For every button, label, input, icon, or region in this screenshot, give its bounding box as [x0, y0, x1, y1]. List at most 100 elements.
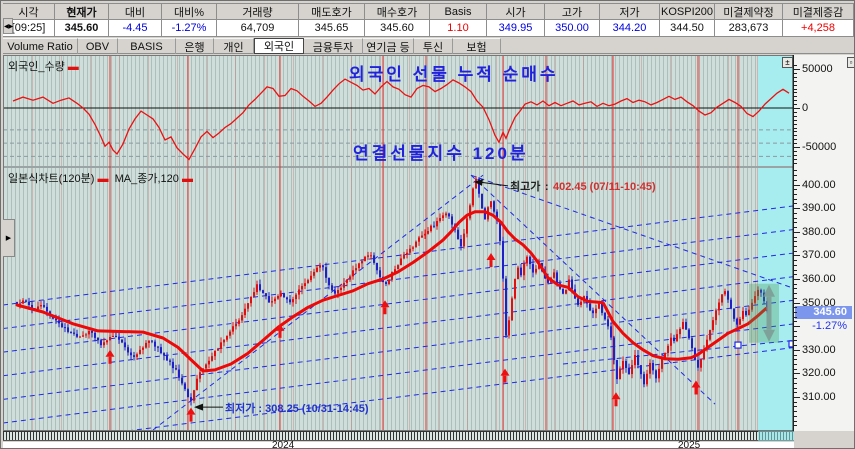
- price-axis[interactable]: 345.60 -1.27% 50000 0 -50000 400.00 390.00 38…: [794, 55, 854, 431]
- quote-header-저가: 저가: [600, 3, 660, 20]
- axis-tick: [794, 154, 797, 156]
- quote-value-시가: 349.95: [487, 20, 545, 37]
- axis-tick: [794, 321, 797, 323]
- tab-연기금 등[interactable]: 연기금 등: [363, 38, 414, 54]
- panel-collapse-handle[interactable]: ▶: [3, 219, 15, 257]
- tab-투신[interactable]: 투신: [414, 38, 453, 54]
- axis-tick: [794, 198, 797, 200]
- quote-header-KOSPI200: KOSPI200: [660, 3, 715, 20]
- axis-tick: [794, 397, 800, 398]
- price-axis-label-370: 370.00: [802, 249, 836, 262]
- ma-legend-label: MA_종가,120: [114, 173, 179, 185]
- axis-tick: [794, 100, 797, 102]
- axis-tick: [794, 283, 797, 285]
- quote-value-시각: [09:25]: [3, 20, 55, 37]
- axis-tick: [794, 111, 797, 113]
- axis-tick: [794, 179, 797, 181]
- axis-tick: [794, 335, 797, 337]
- time-axis-labels: 2024 2025: [3, 440, 794, 449]
- quote-value-매도호가: 345.65: [299, 20, 365, 37]
- quote-value-대비%: -1.27%: [162, 20, 217, 37]
- axis-tick: [794, 69, 800, 70]
- axis-tick: [794, 420, 797, 422]
- axis-tick: [794, 255, 800, 257]
- quote-value-매수호가: 345.60: [365, 20, 430, 37]
- axis-tick: [794, 368, 797, 370]
- axis-tick: [794, 363, 797, 365]
- time-axis-ticks[interactable]: [3, 431, 794, 441]
- axis-tick: [794, 143, 797, 145]
- axis-tick: [794, 135, 797, 137]
- axis-tick: [794, 104, 797, 106]
- axis-tick: [794, 88, 797, 90]
- quote-header-대비%: 대비%: [162, 3, 217, 20]
- axis-tick: [794, 175, 797, 177]
- axis-tick: [794, 250, 797, 252]
- foreign-axis-label--50000: -50000: [802, 141, 837, 153]
- axis-tick: [794, 354, 797, 356]
- axis-tick: [794, 382, 797, 384]
- quote-header-Basis: Basis: [430, 3, 487, 20]
- quote-header-미결제증감: 미결제증감: [783, 3, 854, 20]
- axis-tick: [794, 76, 797, 78]
- future-projection-band: [758, 55, 794, 431]
- quote-value-미결제약정: 283,673: [715, 20, 783, 37]
- axis-tick: [794, 392, 797, 394]
- price-axis-label-330: 330.00: [802, 343, 836, 356]
- axis-tick: [794, 307, 797, 309]
- axis-tick: [794, 425, 797, 427]
- chart-plot-area[interactable]: 외국인_수량 ▬ 외국인 선물 누적 순매수 연결선물지수 120분 일본식차트…: [3, 55, 794, 431]
- corner-button[interactable]: ▫: [847, 57, 854, 68]
- axis-tick: [794, 345, 797, 347]
- tab-BASIS[interactable]: BASIS: [118, 38, 176, 54]
- tab-Volume Ratio[interactable]: Volume Ratio: [3, 38, 78, 54]
- axis-tick: [794, 274, 797, 276]
- tab-OBV[interactable]: OBV: [78, 38, 118, 54]
- axis-tick: [794, 72, 797, 74]
- axis-scale-button[interactable]: ±: [782, 57, 793, 68]
- axis-tick: [794, 340, 797, 342]
- top-panel-legend: 외국인_수량 ▬: [8, 58, 79, 74]
- tab-은행[interactable]: 은행: [176, 38, 214, 54]
- tab-외국인[interactable]: 외국인: [254, 38, 304, 54]
- axis-tick: [794, 279, 800, 280]
- axis-tick: [794, 194, 797, 196]
- price-panel-title: 연결선물지수 120분: [353, 144, 529, 163]
- axis-tick: [794, 330, 797, 332]
- axis-tick: [794, 415, 797, 417]
- axis-tick: [794, 139, 797, 141]
- axis-tick: [794, 123, 797, 125]
- axis-tick: [794, 288, 797, 290]
- quote-value-저가: 344.20: [600, 20, 660, 37]
- current-price-marker: 345.60: [795, 305, 852, 319]
- tab-개인[interactable]: 개인: [214, 38, 254, 54]
- quote-value-미결제증감: +4,258: [783, 20, 854, 37]
- scroll-arrows-icon[interactable]: ◀▶: [3, 18, 13, 34]
- low-label: 최저가: [225, 403, 256, 415]
- axis-tick: [794, 131, 797, 133]
- axis-tick: [794, 326, 800, 328]
- axis-tick: [794, 147, 800, 148]
- tab-금융투자[interactable]: 금융투자: [304, 38, 363, 54]
- axis-tick: [794, 349, 800, 351]
- axis-tick: [794, 245, 797, 247]
- axis-tick: [794, 80, 797, 82]
- axis-tick: [794, 212, 797, 214]
- price-axis-label-390: 390.00: [802, 202, 836, 215]
- low-value: 308.25 (10/31-14:45): [265, 403, 369, 415]
- axis-tick: [794, 84, 797, 86]
- quote-table: 시각 현재가 대비 대비% 거래량 매도호가 매수호가 Basis 시가 고가 저가 KOSPI200…: [3, 3, 854, 37]
- foreign-axis-label-0: 0: [802, 102, 809, 114]
- high-colon: :: [544, 181, 549, 193]
- axis-tick: [794, 96, 797, 98]
- quote-value-Basis: 1.10: [430, 20, 487, 37]
- year-label-2024: 2024: [272, 440, 295, 449]
- chart-canvas[interactable]: [3, 55, 794, 431]
- quote-header-매수호가: 매수호가: [365, 3, 430, 20]
- axis-tick: [794, 150, 797, 152]
- foreign-qty-legend-label: 외국인_수량: [8, 61, 65, 73]
- tab-보험[interactable]: 보험: [453, 38, 501, 54]
- axis-tick: [794, 411, 797, 413]
- current-change-percent: -1.27%: [812, 319, 847, 332]
